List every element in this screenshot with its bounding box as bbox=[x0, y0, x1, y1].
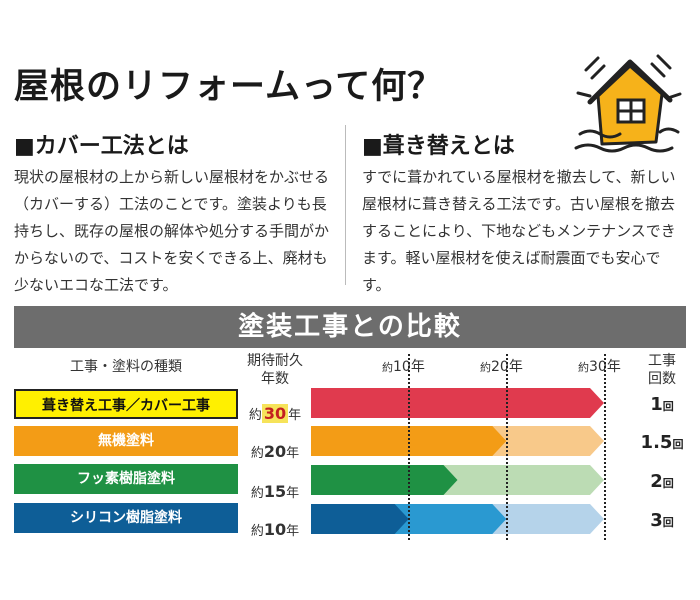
type-label-inorganic: 無機塗料 bbox=[14, 426, 238, 456]
comparison-banner: 塗装工事との比較 bbox=[14, 306, 686, 348]
reroof-body: すでに葺かれている屋根材を撤去して、新しい屋根材に葺き替える工法です。古い屋根を… bbox=[362, 168, 676, 294]
count-column-header: 工事 回数 bbox=[648, 353, 676, 387]
tick-label-10: 約10年 bbox=[382, 359, 425, 375]
guide-line-10 bbox=[408, 354, 410, 540]
type-column-header: 工事・塗料の種類 bbox=[70, 359, 182, 375]
guide-line-20 bbox=[506, 354, 508, 540]
count-value: 3回 bbox=[650, 510, 674, 531]
section-divider bbox=[345, 125, 346, 285]
bar bbox=[311, 388, 604, 418]
shaking-house-icon bbox=[568, 48, 686, 158]
page-title: 屋根のリフォームって何？ bbox=[14, 67, 444, 107]
reroof-heading: ■葺き替えとは bbox=[362, 134, 515, 159]
type-label-fluorine: フッ素樹脂塗料 bbox=[14, 464, 238, 494]
count-value: 1回 bbox=[650, 394, 674, 415]
bar bbox=[311, 465, 458, 495]
years-value: 約 30 年 bbox=[248, 404, 302, 423]
years-value: 約20年 bbox=[250, 442, 300, 461]
tick-label-30: 約30年 bbox=[578, 359, 621, 375]
years-value: 約10年 bbox=[250, 520, 300, 539]
count-value: 2回 bbox=[650, 471, 674, 492]
type-label-silicone: シリコン樹脂塗料 bbox=[14, 503, 238, 533]
years-column-header: 期待耐久 年数 bbox=[247, 353, 303, 387]
tick-label-20: 約20年 bbox=[480, 359, 523, 375]
guide-line-30 bbox=[604, 354, 606, 540]
bar bbox=[311, 504, 409, 534]
durability-bar-chart bbox=[311, 388, 604, 534]
years-value: 約15年 bbox=[250, 482, 300, 501]
cover-method-body: 現状の屋根材の上から新しい屋根材をかぶせる（カバーする）工法のことです。塗装より… bbox=[14, 168, 330, 294]
type-label-reroof-cover: 葺き替え工事／カバー工事 bbox=[14, 389, 238, 419]
cover-method-heading: ■カバー工法とは bbox=[14, 134, 189, 159]
count-value: 1.5回 bbox=[640, 432, 684, 453]
